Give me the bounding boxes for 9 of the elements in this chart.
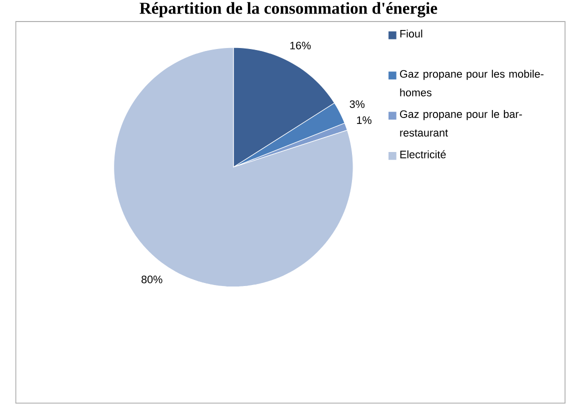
chart-title: Répartition de la consommation d'énergie	[140, 2, 438, 18]
legend-label: Electricité	[400, 150, 446, 158]
data-label: 16%	[290, 42, 311, 50]
data-label: 1%	[357, 116, 372, 124]
data-label: 80%	[142, 276, 162, 284]
legend-label: Gaz propane pour les mobile-homes	[400, 70, 544, 96]
legend-label: Gaz propane pour le bar-restaurant	[400, 110, 522, 137]
legend-label: Fioul	[400, 30, 422, 38]
data-label: 3%	[350, 100, 365, 108]
